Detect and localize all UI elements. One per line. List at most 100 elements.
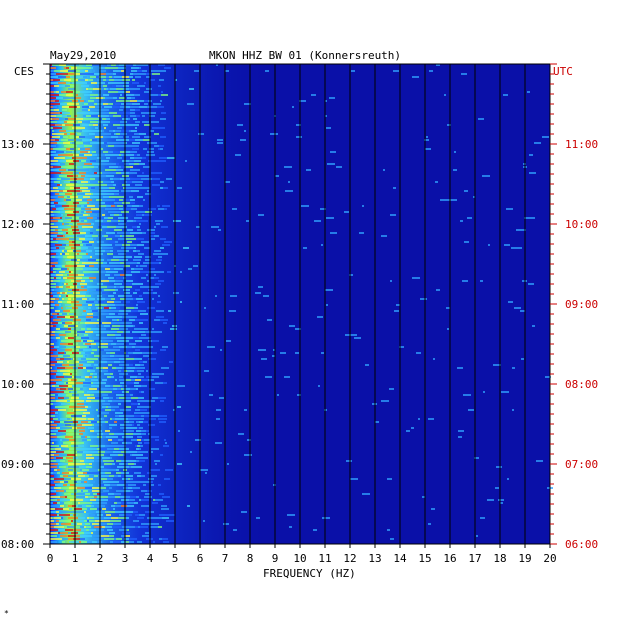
spectrogram-cell — [50, 403, 53, 405]
spectrogram-cell — [66, 370, 70, 372]
spectrogram-cell — [71, 79, 75, 81]
spectrogram-cell — [101, 412, 109, 414]
spectrogram-cell — [53, 79, 56, 81]
spectrogram-cell — [120, 178, 125, 180]
spectrogram-cell — [74, 508, 82, 510]
spectrogram-cell — [92, 310, 98, 312]
spectrogram-cell — [88, 103, 94, 105]
spectrogram-cell — [56, 391, 64, 393]
spectrogram-cell — [127, 505, 130, 507]
spectrogram-cell — [117, 322, 124, 324]
spectrogram-cell — [118, 313, 122, 315]
spectrogram-cell — [69, 406, 74, 408]
spectrogram-cell — [173, 409, 175, 411]
spectrogram-cell — [50, 67, 56, 69]
spectrogram-cell — [50, 535, 57, 537]
spectrogram-cell — [139, 163, 145, 165]
spectrogram-cell — [98, 109, 106, 111]
spectrogram-cell — [131, 439, 137, 441]
spectrogram-cell — [67, 190, 74, 192]
spectrogram-cell — [150, 526, 158, 528]
spectrogram-cell — [56, 73, 60, 75]
spectrogram-cell — [106, 187, 109, 189]
spectrogram-cell — [83, 196, 90, 198]
spectrogram-cell — [84, 178, 88, 180]
spectrogram-cell — [123, 208, 131, 210]
spectrogram-cell — [133, 511, 138, 513]
spectrogram-cell — [57, 502, 60, 504]
spectrogram-cell — [147, 517, 149, 519]
spectrogram-cell — [92, 304, 95, 306]
spectrogram-cell — [101, 478, 107, 480]
spectrogram-cell — [67, 484, 70, 486]
spectrogram-cell — [113, 451, 121, 453]
spectrogram-cell — [122, 313, 126, 315]
spectrogram-cell — [100, 493, 108, 495]
spectrogram-cell — [50, 166, 53, 168]
spectrogram-cell — [117, 112, 122, 114]
spectrogram-cell — [63, 355, 70, 357]
spectrogram-cell — [50, 100, 55, 102]
spectrogram-cell — [265, 70, 269, 72]
spectrogram-cell — [57, 436, 65, 438]
spectrogram-cell — [52, 130, 54, 132]
spectrogram-cell — [105, 526, 112, 528]
spectrogram-cell — [244, 409, 247, 411]
spectrogram-cell — [64, 199, 66, 201]
spectrogram-cell — [76, 505, 78, 507]
spectrogram-cell — [55, 406, 63, 408]
spectrogram-cell — [131, 418, 139, 420]
spectrogram-cell — [133, 298, 136, 300]
spectrogram-cell — [146, 88, 152, 90]
spectrogram-cell — [113, 151, 120, 153]
spectrogram-cell — [321, 352, 324, 354]
spectrogram-cell — [98, 115, 100, 117]
spectrogram-cell — [163, 322, 167, 324]
spectrogram-cell — [105, 472, 111, 474]
spectrogram-cell — [57, 379, 62, 381]
spectrogram-cell — [69, 223, 73, 225]
spectrogram-cell — [124, 322, 132, 324]
spectrogram-cell — [90, 214, 97, 216]
spectrogram-cell — [50, 163, 57, 165]
spectrogram-cell — [88, 88, 93, 90]
spectrogram-cell — [76, 463, 81, 465]
spectrogram-cell — [115, 415, 119, 417]
spectrogram-cell — [81, 220, 84, 222]
spectrogram-cell — [74, 340, 81, 342]
spectrogram-cell — [86, 400, 91, 402]
spectrogram-cell — [104, 307, 109, 309]
spectrogram-cell — [113, 271, 118, 273]
spectrogram-cell — [73, 64, 79, 66]
spectrogram-cell — [66, 295, 68, 297]
spectrogram-cell — [66, 352, 72, 354]
spectrogram-cell — [99, 142, 104, 144]
spectrogram-cell — [60, 136, 63, 138]
spectrogram-cell — [81, 481, 84, 483]
spectrogram-cell — [76, 70, 80, 72]
spectrogram-cell — [120, 409, 123, 411]
spectrogram-cell — [119, 481, 126, 483]
spectrogram-cell — [317, 316, 323, 318]
spectrogram-cell — [60, 421, 64, 423]
spectrogram-cell — [76, 382, 83, 384]
spectrogram-cell — [163, 382, 167, 384]
spectrogram-cell — [529, 217, 535, 219]
spectrogram-cell — [116, 337, 120, 339]
spectrogram-cell — [151, 436, 159, 438]
spectrogram-cell — [90, 256, 92, 258]
spectrogram-cell — [124, 394, 130, 396]
spectrogram-cell — [61, 172, 68, 174]
spectrogram-cell — [102, 199, 105, 201]
spectrogram-cell — [103, 196, 109, 198]
spectrogram-cell — [349, 274, 353, 276]
spectrogram-cell — [115, 334, 121, 336]
spectrogram-cell — [60, 463, 68, 465]
spectrogram-cell — [52, 484, 55, 486]
spectrogram-cell — [138, 169, 140, 171]
spectrogram-cell — [60, 427, 68, 429]
spectrogram-cell — [111, 442, 118, 444]
spectrogram-cell — [84, 460, 92, 462]
spectrogram-cell — [107, 259, 111, 261]
spectrogram-cell — [50, 196, 58, 198]
